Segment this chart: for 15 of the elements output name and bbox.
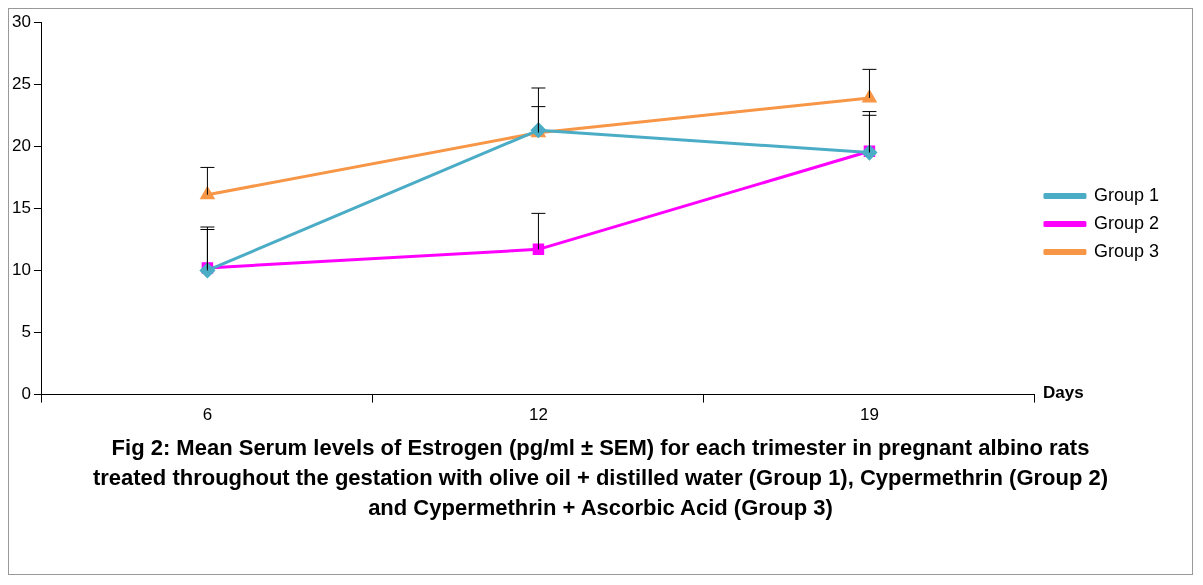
x-axis-title: Days (1042, 382, 1084, 402)
y-tick-label: 30 (11, 11, 31, 31)
x-tick-label: 12 (528, 405, 548, 425)
y-tick-label: 5 (21, 322, 31, 342)
y-tick-label: 0 (21, 384, 31, 404)
y-tick-label: 15 (11, 198, 31, 218)
x-tick-label: 6 (202, 405, 213, 425)
y-tick-label: 10 (11, 260, 31, 280)
caption: Fig 2: Mean Serum levels of Estrogen (pg/ml ± SEM) for each trimester in pregnant albino rats treated throughout the gestation with olive oil + distilled water (Group 1), Cypermethrin (Group 2) and Cypermethrin + Ascorbic Acid (Group 3) (91, 434, 1110, 522)
legend-label: Group 3 (1093, 240, 1160, 261)
legend-label: Group 1 (1093, 184, 1160, 205)
y-tick-label: 20 (11, 136, 31, 156)
y-tick-label: 25 (11, 73, 31, 93)
x-tick-label: 19 (859, 405, 879, 425)
legend-label: Group 2 (1093, 212, 1160, 233)
